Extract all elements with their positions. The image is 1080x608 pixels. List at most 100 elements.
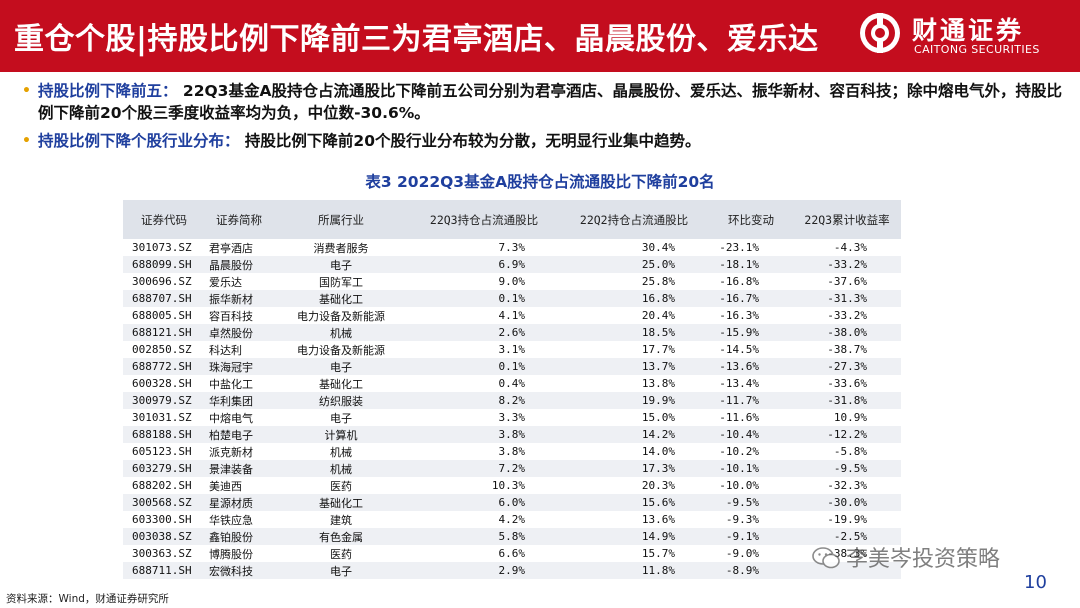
cell-change: -10.0% [719,479,759,492]
holdings-table-container: 证券代码 证券简称 所属行业 22Q3持仓占流通股比 22Q2持仓占流通股比 环比变动 22… [123,200,901,579]
cell-name: 晶晨股份 [205,256,273,273]
cell-name: 博腾股份 [209,547,253,561]
table-row: 688005.SH 容百科技 电力设备及新能源 4.1% 20.4% -16.3% -33.… [123,307,901,324]
cell-q3-ratio: 9.0% [498,275,526,288]
cell-industry: 纺织服装 [273,392,409,409]
table-row: 300979.SZ 华利集团 纺织服装 8.2% 19.9% -11.7% -31.8% [123,392,901,409]
cell-q2-ratio: 15.7% [641,547,675,560]
cell-name: 美迪西 [209,479,242,493]
cell-industry: 电子 [273,562,409,579]
bullet-dot-icon: • [22,133,31,149]
cell-industry: 机械 [273,460,409,477]
cell-q3-ratio: 7.3% [498,241,526,254]
source-note: 资料来源：Wind，财通证券研究所 [6,593,169,605]
cell-q2-ratio: 14.0% [641,445,675,458]
cell-q3-ratio: 3.3% [498,411,526,424]
cell-q2-ratio: 11.8% [559,562,709,579]
column-header: 所属行业 [273,200,409,239]
cell-code: 605123.SH [132,445,192,458]
bullet-text: 持股比例下降前20个股行业分布较为分散，无明显行业集中趋势。 [244,132,701,150]
bullet-list: • 持股比例下降前五： 22Q3基金A股持仓占流通股比下降前五公司分别为君亭酒店… [22,80,1062,158]
cell-code: 600328.SH [132,377,192,390]
table-row: 301073.SZ 君亭酒店 消费者服务 7.3% 30.4% -23.1% -4.3% [123,239,901,256]
table-title: 表3 2022Q3基金A股持仓占流通股比下降前20名 [365,173,715,191]
cell-q2-ratio: 20.4% [641,309,675,322]
cell-code: 688099.SH [123,256,205,273]
cell-change: -16.8% [719,275,759,288]
bullet-label: 持股比例下降个股行业分布： [38,132,240,150]
logo-text-en: CAITONG SECURITIES [914,43,1040,56]
cell-q3-ratio: 10.3% [491,479,525,492]
table-row: 688707.SH 振华新材 基础化工 0.1% 16.8% -16.7% -31.3% [123,290,901,307]
cell-industry: 电力设备及新能源 [297,309,385,323]
cell-name: 派克新材 [209,445,253,459]
wechat-icon [812,547,840,569]
cell-change: -10.1% [709,460,793,477]
bullet-label: 持股比例下降前五： [38,82,178,100]
cell-q2-ratio: 14.2% [559,426,709,443]
cell-return: -9.5% [793,460,901,477]
page-title: 重仓个股|持股比例下降前三为君亭酒店、晶晨股份、爱乐达 [14,22,819,57]
cell-q3-ratio: 8.2% [409,392,559,409]
table-row: 300363.SZ 博腾股份 医药 6.6% 15.7% -9.0% -38.3% [123,545,901,562]
cell-change: -15.9% [709,324,793,341]
cell-q2-ratio: 20.3% [641,479,675,492]
header-banner: 重仓个股|持股比例下降前三为君亭酒店、晶晨股份、爱乐达 财通证券 CAITONG… [0,0,1080,72]
table-row: 688188.SH 柏楚电子 计算机 3.8% 14.2% -10.4% -12.2% [123,426,901,443]
cell-q2-ratio: 19.9% [559,392,709,409]
cell-name: 爱乐达 [209,275,242,289]
cell-name: 宏微科技 [205,562,273,579]
cell-name: 柏楚电子 [205,426,273,443]
cell-q3-ratio: 4.1% [498,309,526,322]
cell-name: 星源材质 [205,494,273,511]
cell-change: -11.7% [709,392,793,409]
table-header-row: 证券代码 证券简称 所属行业 22Q3持仓占流通股比 22Q2持仓占流通股比 环比变动 22… [123,200,901,239]
cell-q2-ratio: 16.8% [559,290,709,307]
cell-code: 002850.SZ [132,343,192,356]
cell-industry: 机械 [273,324,409,341]
cell-name: 中盐化工 [209,377,253,391]
cell-code: 688707.SH [123,290,205,307]
table-row: 003038.SZ 鑫铂股份 有色金属 5.8% 14.9% -9.1% -2.5% [123,528,901,545]
table-row: 002850.SZ 科达利 电力设备及新能源 3.1% 17.7% -14.5% -38.7… [123,341,901,358]
cell-return: -33.2% [827,309,867,322]
cell-industry: 医药 [330,479,352,493]
cell-return: -31.3% [793,290,901,307]
cell-change: -14.5% [719,343,759,356]
cell-name: 华铁应急 [209,513,253,527]
cell-change: -9.1% [709,528,793,545]
page-number: 10 [1024,572,1047,593]
cell-change: -18.1% [709,256,793,273]
cell-q3-ratio: 0.1% [409,290,559,307]
table-row: 603279.SH 景津装备 机械 7.2% 17.3% -10.1% -9.5% [123,460,901,477]
cell-code: 003038.SZ [123,528,205,545]
cell-q2-ratio: 13.6% [641,513,675,526]
cell-q2-ratio: 30.4% [641,241,675,254]
cell-industry: 基础化工 [273,290,409,307]
cell-industry: 电力设备及新能源 [297,343,385,357]
column-header: 22Q2持仓占流通股比 [559,200,709,239]
cell-q3-ratio: 2.6% [409,324,559,341]
cell-return: -4.3% [833,241,867,254]
cell-q3-ratio: 3.8% [409,426,559,443]
bullet-text: 22Q3基金A股持仓占流通股比下降前五公司分别为君亭酒店、晶晨股份、爱乐达、振华… [38,82,1062,122]
cell-name: 鑫铂股份 [205,528,273,545]
cell-change: -10.2% [719,445,759,458]
cell-q3-ratio: 0.1% [409,358,559,375]
cell-code: 300363.SZ [132,547,192,560]
table-row: 688202.SH 美迪西 医药 10.3% 20.3% -10.0% -32.3% [123,477,901,494]
cell-code: 688202.SH [132,479,192,492]
cell-return: -38.0% [793,324,901,341]
cell-q2-ratio: 17.7% [641,343,675,356]
cell-change: -23.1% [719,241,759,254]
cell-code: 301073.SZ [132,241,192,254]
cell-industry: 计算机 [273,426,409,443]
cell-q3-ratio: 0.4% [498,377,526,390]
table-body: 301073.SZ 君亭酒店 消费者服务 7.3% 30.4% -23.1% -4.3% 68… [123,239,901,579]
cell-code: 603300.SH [132,513,192,526]
cell-q3-ratio: 4.2% [498,513,526,526]
cell-name: 容百科技 [209,309,253,323]
cell-change: -8.9% [709,562,793,579]
cell-name: 君亭酒店 [209,241,253,255]
cell-return: -5.8% [833,445,867,458]
